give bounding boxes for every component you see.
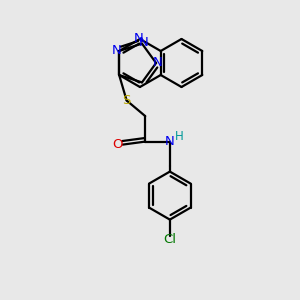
- Text: N: N: [134, 32, 143, 46]
- Text: N: N: [165, 135, 175, 148]
- Text: N: N: [112, 44, 122, 58]
- Text: N: N: [152, 56, 162, 70]
- Text: S: S: [122, 94, 131, 107]
- Text: N: N: [138, 36, 148, 49]
- Text: H: H: [175, 130, 184, 143]
- Text: Cl: Cl: [163, 233, 176, 246]
- Text: O: O: [112, 138, 123, 151]
